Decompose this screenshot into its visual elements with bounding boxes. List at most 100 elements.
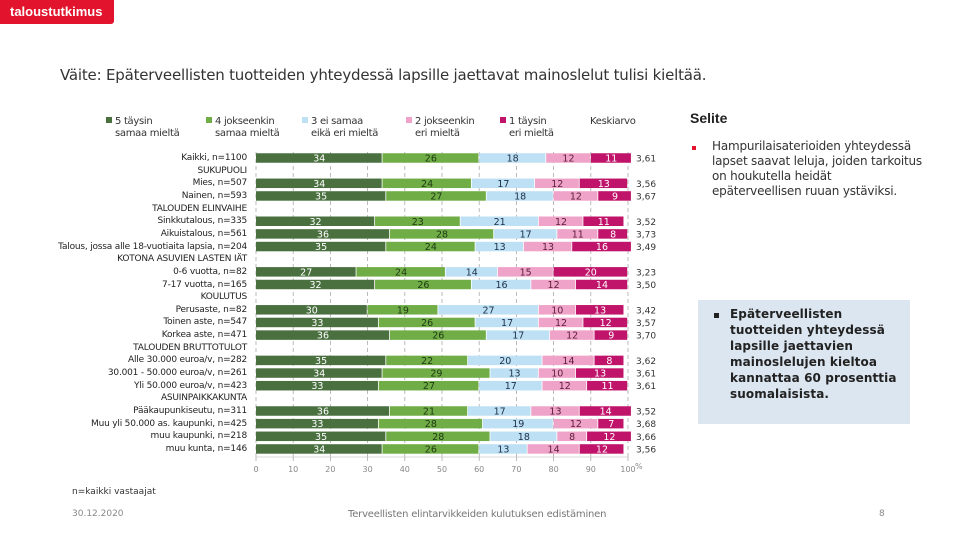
category-group-header: ASUINPAIKKAKUNTA — [160, 393, 247, 404]
bar-segment — [579, 444, 624, 454]
bar-value-label: 12 — [559, 381, 571, 392]
average-value: 3,61 — [636, 382, 656, 392]
footer-date: 30.12.2020 — [72, 509, 124, 519]
callout-text: Epäterveellisten tuotteiden yhteydessä l… — [730, 307, 897, 401]
bar-value-label: 12 — [596, 444, 608, 455]
bar-segment — [575, 368, 624, 378]
bar-value-label: 13 — [508, 369, 520, 380]
category-label: Muu yli 50.000 as. kaupunki, n=425 — [91, 418, 247, 429]
legend-label: eikä eri mieltä — [311, 128, 379, 139]
bar-segment — [475, 241, 524, 252]
bar-segment — [542, 355, 594, 366]
bar-segment — [389, 229, 494, 239]
legend-label: samaa mieltä — [115, 128, 180, 139]
bar-value-label: 21 — [494, 217, 506, 228]
legend-swatch — [500, 117, 506, 123]
bar-value-label: 13 — [594, 305, 606, 316]
bar-value-label: 17 — [520, 229, 532, 240]
x-tick-label: 70 — [511, 465, 521, 474]
bar-value-label: 14 — [596, 280, 608, 291]
category-label: 0-6 vuotta, n=82 — [173, 266, 247, 277]
bar-value-label: 13 — [542, 242, 554, 253]
bar-segment — [378, 380, 479, 391]
bar-value-label: 9 — [608, 331, 614, 342]
bar-segment — [583, 317, 628, 328]
legend-swatch — [406, 117, 412, 123]
bar-segment — [497, 267, 553, 277]
bar-value-label: 33 — [311, 381, 323, 392]
legend-item-4: 4 jokseenkin samaa mieltä — [206, 116, 280, 140]
bar-segment — [482, 418, 553, 429]
bar-segment — [386, 241, 475, 252]
average-value: 3,62 — [636, 357, 656, 367]
x-unit-label: % — [635, 462, 643, 471]
average-value: 3,68 — [636, 420, 656, 430]
bar-segment — [256, 241, 386, 252]
bar-value-label: 11 — [572, 229, 584, 240]
bar-segment — [468, 406, 531, 416]
bar-segment — [553, 267, 628, 277]
category-label: Sinkkutalous, n=335 — [157, 216, 247, 227]
bar-segment — [598, 229, 628, 239]
bar-segment — [598, 418, 624, 429]
category-label: Aikuistalous, n=561 — [160, 228, 247, 239]
bar-value-label: 23 — [412, 217, 424, 228]
bar-segment — [386, 355, 468, 366]
bar-value-label: 18 — [514, 191, 526, 202]
bar-value-label: 24 — [421, 179, 433, 190]
category-label: 7-17 vuotta, n=165 — [162, 279, 247, 290]
category-group-header: SUKUPUOLI — [197, 165, 247, 176]
bar-value-label: 24 — [425, 242, 437, 253]
bar-value-label: 32 — [309, 280, 321, 291]
legend-average-label: Keskiarvo — [590, 116, 636, 127]
bar-segment — [479, 380, 542, 391]
bar-segment — [579, 406, 631, 416]
key-finding-callout: Epäterveellisten tuotteiden yhteydessä l… — [698, 300, 910, 424]
bar-value-label: 10 — [551, 369, 563, 380]
legend-label: eri mieltä — [415, 128, 460, 139]
bar-value-label: 19 — [397, 305, 409, 316]
bar-segment — [587, 431, 631, 442]
bar-value-label: 11 — [605, 154, 617, 165]
bar-value-label: 36 — [317, 331, 329, 342]
average-value: 3,52 — [636, 218, 656, 228]
bar-value-label: 14 — [562, 356, 574, 367]
bar-value-label: 26 — [421, 318, 433, 329]
category-label: Toinen aste, n=547 — [163, 317, 247, 328]
bar-value-label: 17 — [501, 318, 513, 329]
bar-value-label: 12 — [562, 154, 574, 165]
bar-value-label: 12 — [570, 191, 582, 202]
category-label: Kaikki, n=1100 — [181, 153, 247, 163]
bar-value-label: 14 — [548, 444, 560, 455]
legend-label: 4 jokseenkin — [215, 116, 275, 127]
bar-value-label: 28 — [432, 432, 444, 443]
bar-value-label: 28 — [436, 229, 448, 240]
legend-swatch — [106, 117, 112, 123]
bar-value-label: 16 — [495, 280, 507, 291]
bar-segment — [256, 317, 378, 328]
selite-title: Selite — [690, 110, 728, 126]
bar-value-label: 33 — [311, 419, 323, 430]
bar-value-label: 34 — [313, 369, 325, 380]
bar-segment — [256, 279, 375, 290]
bar-segment — [538, 305, 576, 315]
bar-segment — [256, 216, 375, 226]
bar-value-label: 26 — [425, 154, 437, 165]
average-value: 3,61 — [636, 155, 656, 165]
bar-segment — [494, 229, 557, 239]
bar-value-label: 36 — [317, 229, 329, 240]
bar-segment — [382, 444, 479, 454]
x-tick-label: 0 — [253, 465, 258, 474]
bar-value-label: 27 — [300, 267, 312, 278]
bar-segment — [575, 279, 628, 290]
bar-segment — [523, 241, 572, 252]
bullet-icon — [714, 313, 719, 318]
bar-segment — [572, 241, 631, 252]
average-value: 3,49 — [636, 243, 656, 253]
bar-value-label: 17 — [505, 381, 517, 392]
bar-segment — [256, 406, 390, 416]
page-number: 8 — [879, 509, 885, 519]
category-group-header: KOTONA ASUVIEN LASTEN IÄT — [117, 254, 247, 265]
bar-segment — [256, 191, 386, 201]
bar-segment — [557, 431, 587, 442]
